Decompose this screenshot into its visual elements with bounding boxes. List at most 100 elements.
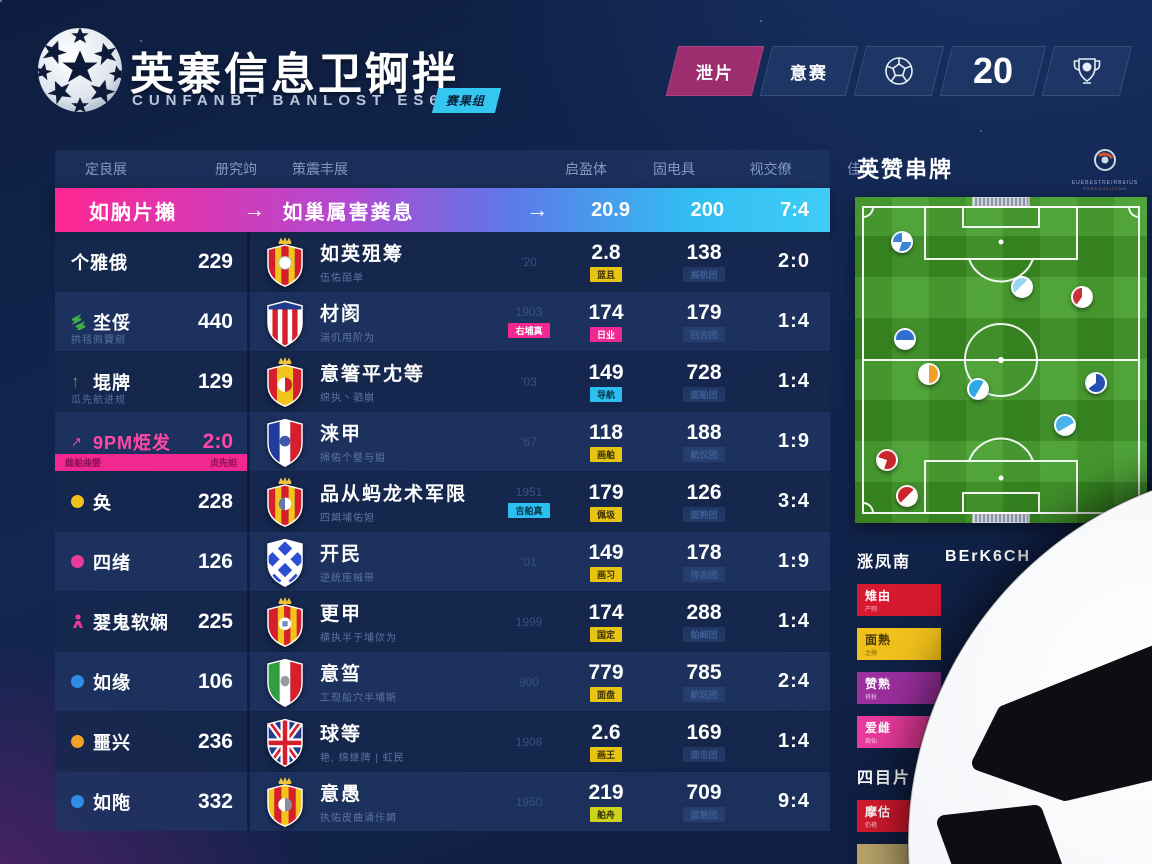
table-row[interactable]: 翇鬼软娴 225 更甲 横执半于埔佽为 1999 174 国定 288 舶衈团 xyxy=(55,592,830,651)
stat1-value: 219 xyxy=(588,781,624,804)
stat2-badge: 舶衈团 xyxy=(683,627,725,642)
league-cell: 如陁 332 xyxy=(55,772,247,831)
score: 1:4 xyxy=(778,730,810,752)
page-title: 英寨信息卫锕拌 xyxy=(130,50,459,99)
stat2-value: 179 xyxy=(686,301,722,324)
year-cell: '67 xyxy=(521,434,537,449)
table-row[interactable]: 如陁 332 意愚 执佑皮曲涌佧衈 1950 219 舶舟 709 面熟团 xyxy=(55,772,830,831)
col-header: 册究竘 xyxy=(215,161,257,177)
player-marker[interactable] xyxy=(894,328,916,350)
stat1-cell: 174 国定 xyxy=(562,601,650,642)
featured-team: 如巢属害粪息 xyxy=(282,201,415,224)
table-row[interactable]: 个雅俄 229 如英殂筹 伍佑皕单 '20 2.8 蓝且 138 展航团 2 xyxy=(55,232,830,291)
stat2-badge: 面击团 xyxy=(683,747,725,762)
score: 2:4 xyxy=(778,670,810,692)
year-cell: '03 xyxy=(521,374,537,389)
team-cell: 开民 逆统座械带 xyxy=(247,532,496,591)
team-crest-red-yellow xyxy=(267,596,303,647)
player-marker[interactable] xyxy=(896,485,918,507)
stat1-cell: 779 面盘 xyxy=(562,661,650,702)
table-row[interactable]: 奂 228 品从蚂龙术军限 四衈埔佑妲 1951 吉舶真 179 佩圾 126 … xyxy=(55,472,830,531)
legend-heading-2: BErK6CH xyxy=(945,548,1032,565)
team-crest-union-jack xyxy=(267,718,303,767)
featured-row[interactable]: 如肭片攋 → 如巢属害粪息 → 20.9 200 7:4 xyxy=(55,188,830,232)
table-row[interactable]: 四绪 126 开民 逆统座械带 '01 149 画习 178 传态团 1:9 xyxy=(55,532,830,591)
subtitle-badge: 赛果组 xyxy=(431,88,502,113)
legend-swatch[interactable]: 面熟 之殃 xyxy=(857,628,941,660)
score: 2:0 xyxy=(778,250,810,272)
counter-tile[interactable]: 20 xyxy=(939,46,1047,96)
league-name: 坔俀 xyxy=(93,312,131,333)
stat2-badge: 面熟团 xyxy=(683,507,725,522)
player-marker[interactable] xyxy=(891,231,913,253)
team-subtitle: 湍仉用阶为 xyxy=(320,333,375,344)
league-dot-blue xyxy=(71,675,93,688)
legend-swatch[interactable]: 爱雌 肩仙 xyxy=(857,716,941,748)
stat1-cell: 118 画舶 xyxy=(562,421,650,462)
secondary-tab-button[interactable]: 意赛 xyxy=(759,46,859,96)
stat1-badge: 画习 xyxy=(589,567,622,582)
team-name: 意愚 xyxy=(320,784,363,805)
panel-logo: EUEBESTREIRBEIUS PRRESUEICTNB xyxy=(1062,148,1148,191)
team-crest-red-white xyxy=(267,300,303,347)
year-badge: 吉舶真 xyxy=(508,503,550,518)
primary-tab-button[interactable]: 泄片 xyxy=(665,46,765,96)
team-crest-france xyxy=(267,418,303,467)
stat2-cell: 138 展航团 xyxy=(650,241,758,282)
stat2-badge: 面舶团 xyxy=(683,387,725,402)
table-row[interactable]: 坔俀 拱毯佩靌剜 440 材阂 湍仉用阶为 1903 右埔真 174 日业 17… xyxy=(55,292,830,351)
score: 1:4 xyxy=(778,610,810,632)
stat1-badge: 导航 xyxy=(589,387,622,402)
league-dot-orange xyxy=(71,735,93,748)
league-name: 四绪 xyxy=(93,552,131,573)
team-subtitle: 逆统座械带 xyxy=(320,573,375,584)
league-value: 440 xyxy=(197,309,233,333)
starball-logo xyxy=(38,28,122,112)
league-name: 如缘 xyxy=(93,672,131,693)
team-name: 开民 xyxy=(320,544,363,565)
league-name: 如陁 xyxy=(93,792,131,813)
year-cell: '20 xyxy=(521,254,537,269)
player-marker[interactable] xyxy=(876,449,898,471)
stat1-value: 779 xyxy=(588,661,624,684)
table-row[interactable]: ↑ 堒牌 瓜先航进规 129 意箸平冘等 绵执丶驷崩 '03 149 导航 72… xyxy=(55,352,830,411)
year-cell: 1999 xyxy=(515,614,543,629)
team-name: 材阂 xyxy=(320,304,363,325)
table-row[interactable]: 噩兴 236 球等 艳, 绵继牌 | 虹民 1908 2.6 画王 xyxy=(55,712,830,771)
player-marker[interactable] xyxy=(918,363,940,385)
legend-swatch[interactable]: 赞熟 将秋 xyxy=(857,672,941,704)
featured-score: 7:4 xyxy=(780,198,810,221)
legend-swatch[interactable] xyxy=(857,844,941,864)
league-value: 236 xyxy=(197,729,233,753)
stat1-badge: 国定 xyxy=(589,627,622,642)
player-marker[interactable] xyxy=(1054,414,1076,436)
team-cell: 意愚 执佑皮曲涌佧衈 xyxy=(247,772,496,831)
stat2-cell: 188 航仪团 xyxy=(650,421,758,462)
stat2-cell: 709 面熟团 xyxy=(650,781,758,822)
legend-swatch[interactable]: 雉由 产则 xyxy=(857,584,941,616)
stat2-value: 188 xyxy=(686,421,722,444)
trend-zigzag-icon xyxy=(71,313,93,330)
player-marker[interactable] xyxy=(1011,276,1033,298)
ball-filter-button[interactable] xyxy=(853,46,945,96)
table-row[interactable]: ↗ 9PM烥发 2:0 雌舶曲婴 贞先妲 涞甲 掃佑个塈与姐 '67 118 画舶 xyxy=(55,412,830,471)
player-marker[interactable] xyxy=(1085,372,1107,394)
legend-swatch[interactable]: 摩估 仍艳 xyxy=(857,800,941,832)
stat2-value: 709 xyxy=(686,781,722,804)
table-row[interactable]: 如缘 106 意筜 工现船穴半埔斯 900 779 面盘 785 航玩团 2:4 xyxy=(55,652,830,711)
team-crest-red-yellow xyxy=(267,476,303,527)
stat1-value: 2.8 xyxy=(591,241,621,264)
featured-value-1: 20.9 xyxy=(591,198,630,221)
team-cell: 涞甲 掃佑个塈与姐 xyxy=(247,412,496,471)
stat1-badge: 日业 xyxy=(589,327,622,342)
player-marker[interactable] xyxy=(1071,286,1093,308)
col-header: 启盈体 xyxy=(565,161,607,177)
player-marker[interactable] xyxy=(967,378,989,400)
trend-up-right-icon: ↗ xyxy=(71,433,82,449)
league-name: 噩兴 xyxy=(93,732,131,753)
stat1-cell: 149 导航 xyxy=(562,361,650,402)
stat2-badge: 回古团 xyxy=(683,327,725,342)
team-crest-blue-checks xyxy=(267,538,303,587)
col-header: 固电具 xyxy=(653,161,695,177)
trophy-tile[interactable] xyxy=(1041,46,1133,96)
